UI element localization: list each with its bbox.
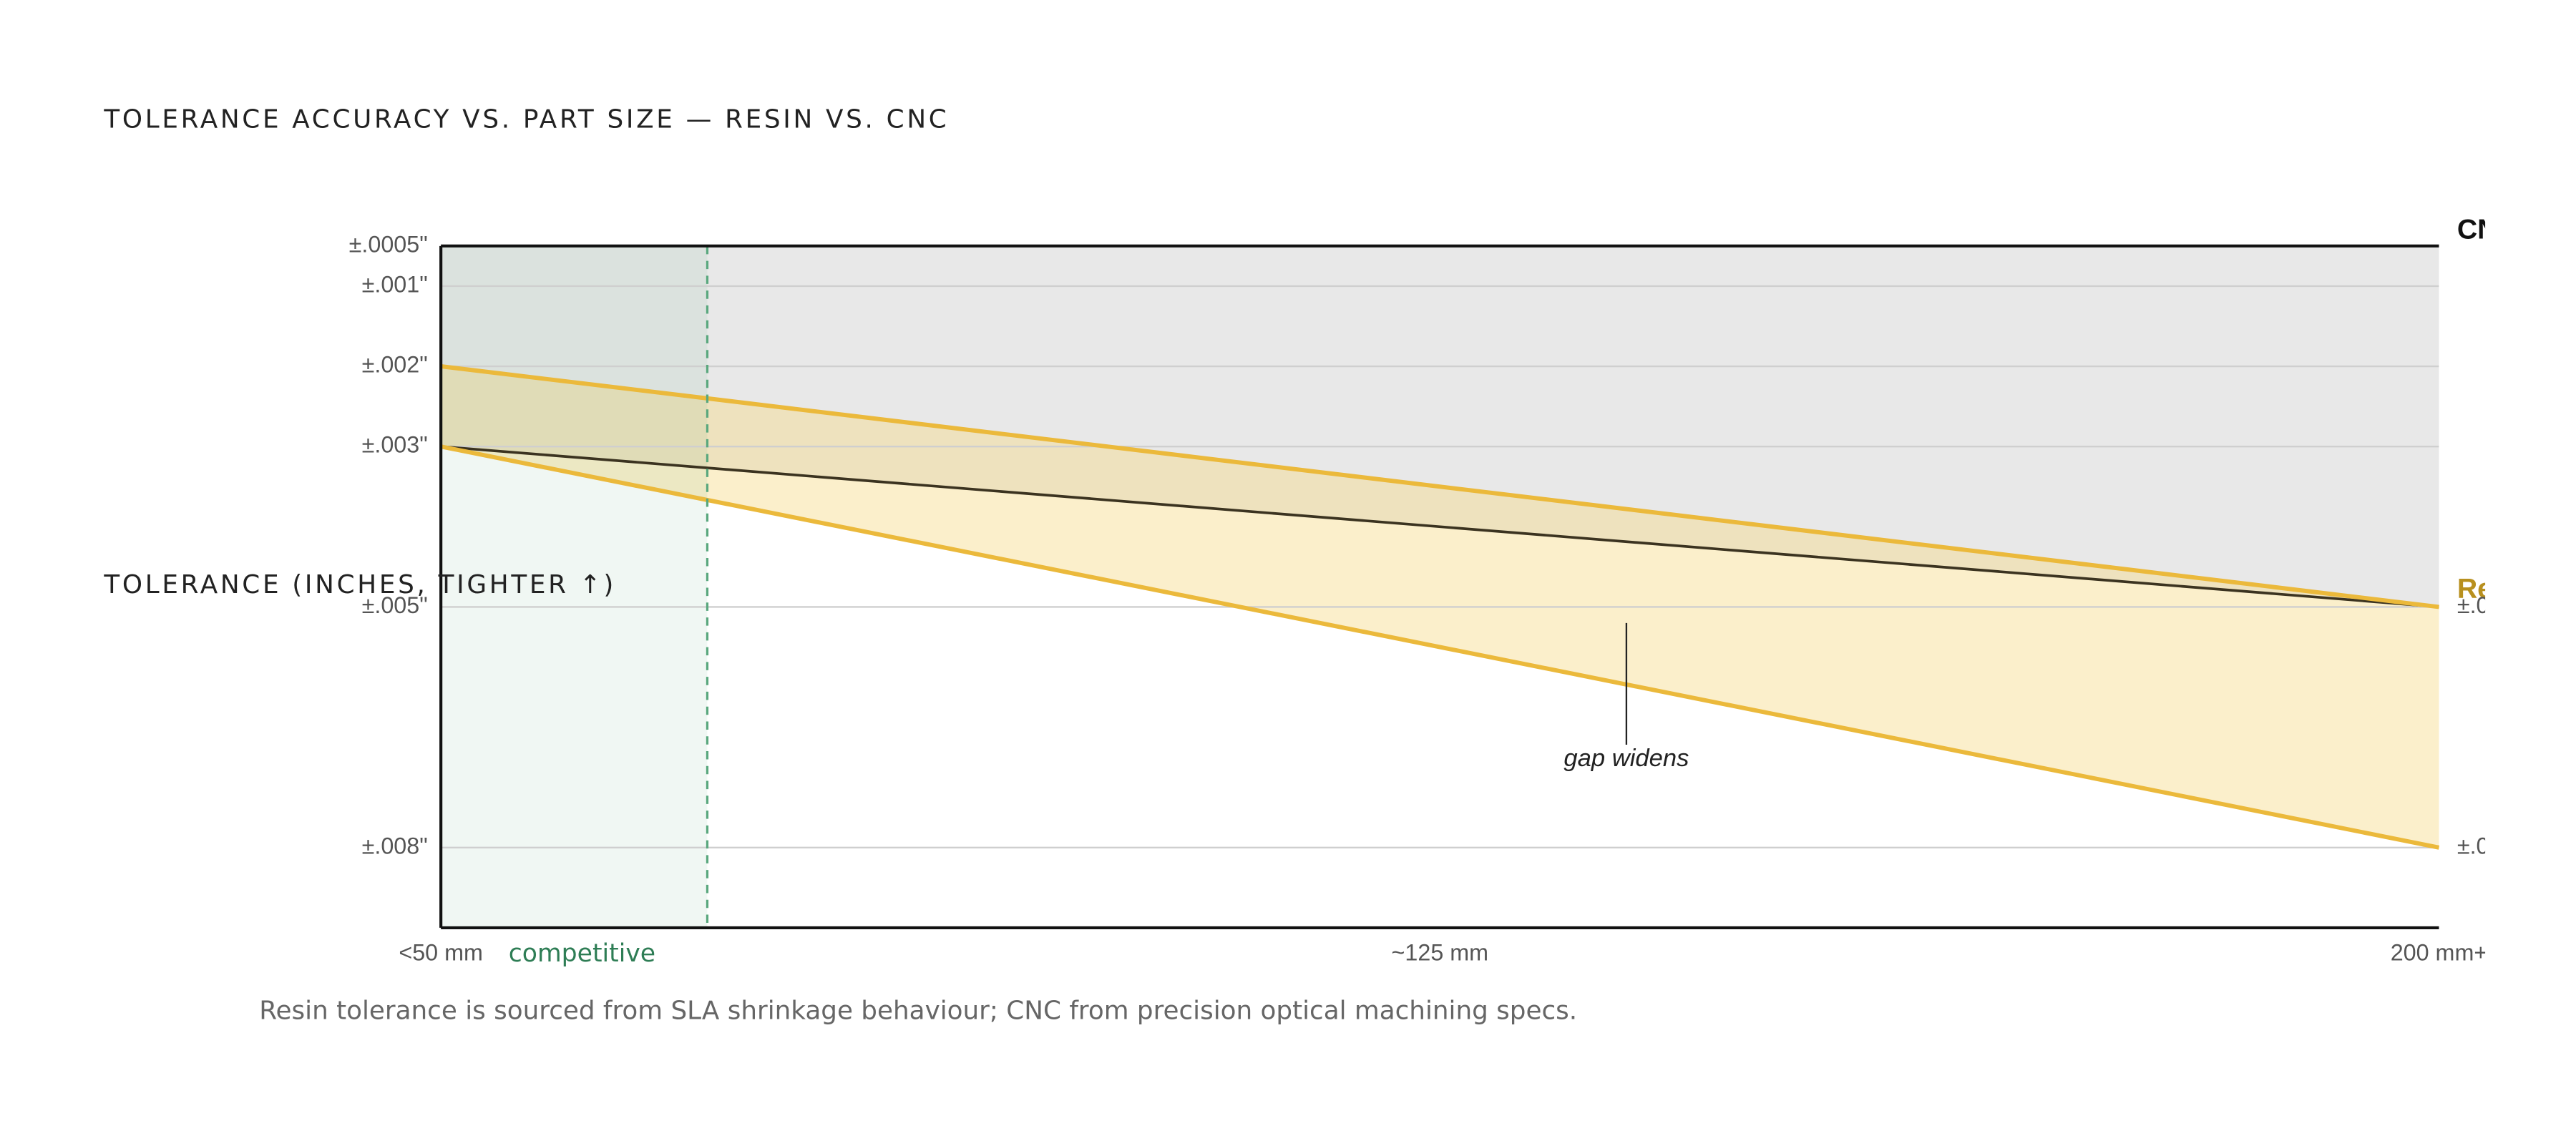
y-tick-label: ±.005" (362, 592, 428, 618)
plot: ±.0005" ±.001" ±.002" ±.003" ±.005" ±.008" com… (349, 213, 2534, 968)
zone (441, 245, 708, 928)
end-value-label: ±.008" (2457, 833, 2523, 858)
series-label: CNC (2457, 213, 2518, 245)
y-tick-label: ±.002" (362, 352, 428, 378)
zone-label: competitive (509, 939, 655, 968)
footnote: Resin tolerance is sourced from SLA shri… (259, 997, 1577, 1026)
x-tick-label: <50 mm (399, 939, 483, 965)
y-axis-label: TOLERANCE (INCHES, TIGHTER ↑) (103, 570, 616, 599)
x-tick-label: ~125 mm (1392, 939, 1489, 965)
chart-title: TOLERANCE ACCURACY VS. PART SIZE — RESIN… (103, 104, 949, 134)
end-value-label: ±.005" (2457, 592, 2523, 618)
annotation-text: gap widens (1563, 745, 1689, 772)
y-tick-label: ±.0005" (349, 231, 428, 257)
y-tick-label: ±.008" (362, 833, 428, 858)
band-edge (441, 445, 2439, 609)
band-edge (440, 444, 2440, 850)
y-tick-label: ±.003" (362, 432, 428, 458)
chart-body: TOLERANCE ACCURACY VS. PART SIZE — RESIN… (103, 104, 2534, 1026)
y-tick-label: ±.001" (362, 271, 428, 297)
band-area (441, 245, 2439, 607)
x-tick-label: 200 mm+ (2391, 939, 2488, 965)
band-edge (440, 364, 2439, 609)
series-label: Resin (2457, 573, 2534, 604)
